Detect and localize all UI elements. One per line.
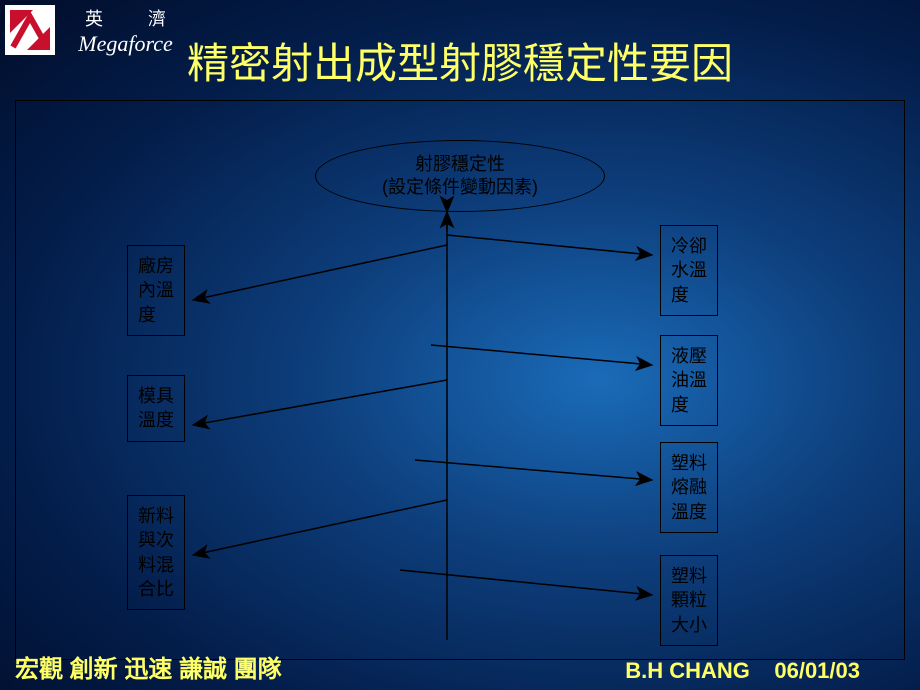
root-ellipse: 射膠穩定性 (設定條件變動因素) [315, 140, 605, 212]
footer-author: B.H CHANG [625, 658, 750, 683]
ellipse-line2: (設定條件變動因素) [382, 176, 538, 199]
footer-motto: 宏觀 創新 迅速 謙誠 團隊 [15, 649, 282, 684]
footer-date: 06/01/03 [774, 658, 860, 683]
box-left-1: 廠房內溫度 [127, 245, 185, 336]
ellipse-line1: 射膠穩定性 [415, 153, 505, 176]
box-left-2: 模具溫度 [127, 375, 185, 442]
box-right-2: 液壓油溫度 [660, 335, 718, 426]
box-left-3: 新料與次料混合比 [127, 495, 185, 610]
box-right-1: 冷卻水溫度 [660, 225, 718, 316]
logo-chinese: 英 濟 [65, 5, 186, 31]
box-right-4: 塑料顆粒大小 [660, 555, 718, 646]
box-right-3: 塑料熔融溫度 [660, 442, 718, 533]
slide-title: 精密射出成型射膠穩定性要因 [0, 30, 920, 91]
footer-author-date: B.H CHANG 06/01/03 [625, 658, 860, 684]
